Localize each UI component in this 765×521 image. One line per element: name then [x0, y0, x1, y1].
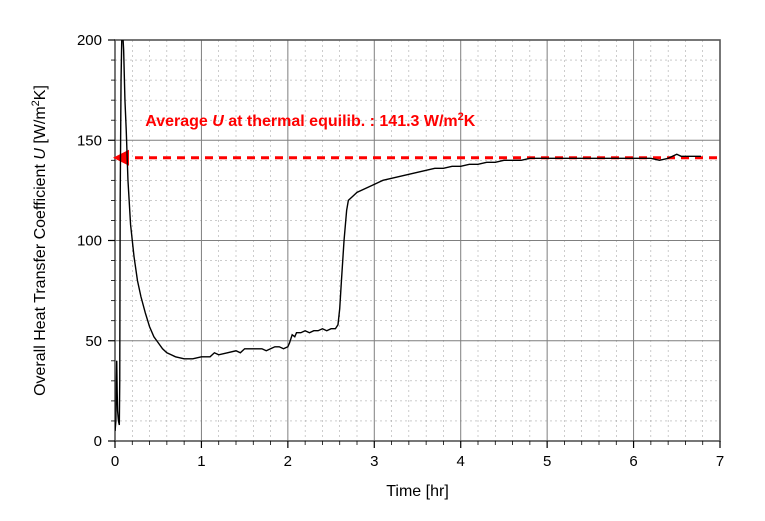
- chart-container: 0 1 2 3 4 5 6 7 0 50 100 150 200 Time [hr] Overall Hea…: [0, 0, 765, 521]
- y-tick-label: 200: [77, 32, 102, 49]
- x-axis-title: Time [hr]: [386, 483, 449, 500]
- x-tick-label: 4: [457, 453, 465, 470]
- x-tick-label: 2: [284, 453, 292, 470]
- y-tick-label: 50: [85, 333, 102, 350]
- y-tick-label: 100: [77, 233, 102, 250]
- x-tick-label: 6: [629, 453, 637, 470]
- x-tick-label: 5: [543, 453, 551, 470]
- chart-svg: 0 1 2 3 4 5 6 7 0 50 100 150 200 Time [hr] Overall Hea…: [0, 0, 765, 521]
- x-tick-label: 7: [716, 453, 724, 470]
- x-tick-label: 1: [197, 453, 205, 470]
- x-tick-label: 0: [111, 453, 119, 470]
- y-tick-label: 150: [77, 132, 102, 149]
- y-axis-title: Overall Heat Transfer Coefficient U [W/m…: [30, 85, 49, 396]
- annotation-label: Average U at thermal equilib. : 141.3 W/…: [145, 111, 476, 130]
- y-tick-label: 0: [94, 433, 102, 450]
- x-tick-label: 3: [370, 453, 378, 470]
